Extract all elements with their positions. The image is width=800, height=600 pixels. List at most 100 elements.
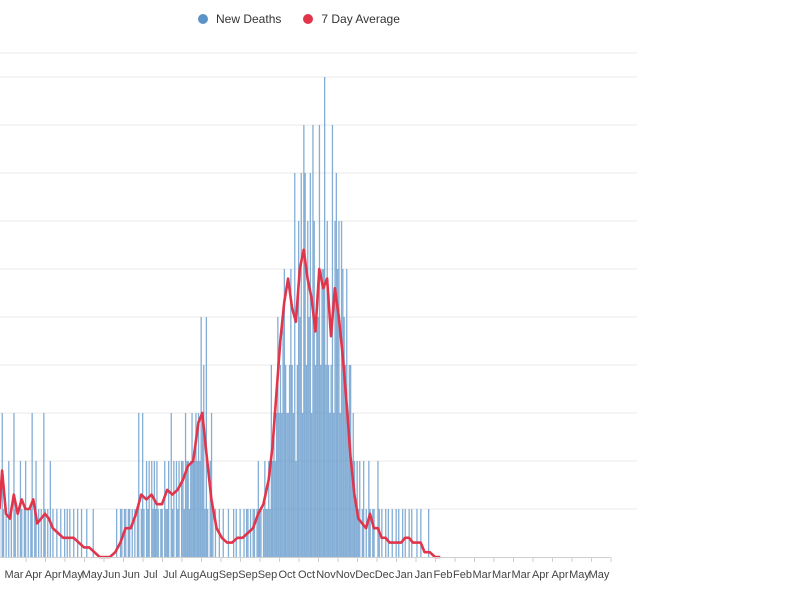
new-deaths-bar[interactable] <box>195 413 197 557</box>
new-deaths-bar[interactable] <box>402 509 404 557</box>
new-deaths-bar[interactable] <box>214 509 217 557</box>
new-deaths-bar[interactable] <box>165 509 167 557</box>
new-deaths-bar[interactable] <box>31 413 33 557</box>
new-deaths-bar[interactable] <box>188 509 191 557</box>
new-deaths-bar[interactable] <box>160 509 162 557</box>
new-deaths-bar[interactable] <box>27 509 29 557</box>
new-deaths-bar[interactable] <box>286 413 288 557</box>
new-deaths-bar[interactable] <box>199 461 201 557</box>
new-deaths-bar[interactable] <box>14 509 16 557</box>
new-deaths-bar[interactable] <box>155 509 157 557</box>
new-deaths-bar[interactable] <box>40 509 42 557</box>
new-deaths-bar[interactable] <box>201 413 204 557</box>
new-deaths-bar[interactable] <box>52 509 54 557</box>
new-deaths-bar[interactable] <box>19 461 22 557</box>
new-deaths-bar[interactable] <box>334 221 336 557</box>
new-deaths-bar[interactable] <box>194 461 196 557</box>
new-deaths-bar[interactable] <box>60 509 62 557</box>
new-deaths-bar[interactable] <box>348 365 350 557</box>
new-deaths-bar[interactable] <box>222 509 224 557</box>
new-deaths-bar[interactable] <box>321 269 323 557</box>
new-deaths-bar[interactable] <box>184 413 187 557</box>
new-deaths-bar[interactable] <box>10 509 12 557</box>
new-deaths-bar[interactable] <box>285 365 287 557</box>
new-deaths-bar[interactable] <box>299 317 301 557</box>
new-deaths-bar[interactable] <box>377 461 379 557</box>
new-deaths-bar[interactable] <box>282 317 284 557</box>
new-deaths-bar[interactable] <box>347 413 349 557</box>
new-deaths-bar[interactable] <box>320 365 322 557</box>
new-deaths-bar[interactable] <box>269 509 271 557</box>
new-deaths-bar[interactable] <box>290 269 292 557</box>
new-deaths-bar[interactable] <box>127 509 129 557</box>
new-deaths-bar[interactable] <box>203 365 205 557</box>
new-deaths-bar[interactable] <box>21 509 23 557</box>
new-deaths-bar[interactable] <box>316 317 318 557</box>
new-deaths-bar[interactable] <box>312 125 314 557</box>
new-deaths-bar[interactable] <box>116 509 118 557</box>
new-deaths-bar[interactable] <box>309 173 311 557</box>
new-deaths-bar[interactable] <box>273 413 275 557</box>
new-deaths-bar[interactable] <box>148 461 150 557</box>
new-deaths-bar[interactable] <box>152 509 154 557</box>
new-deaths-bar[interactable] <box>385 509 387 557</box>
new-deaths-bar[interactable] <box>119 509 122 557</box>
new-deaths-bar[interactable] <box>268 461 270 557</box>
new-deaths-bar[interactable] <box>404 509 406 557</box>
new-deaths-bar[interactable] <box>361 509 363 557</box>
new-deaths-bar[interactable] <box>23 509 25 557</box>
new-deaths-bar[interactable] <box>300 173 302 557</box>
new-deaths-bar[interactable] <box>205 317 207 557</box>
new-deaths-bar[interactable] <box>178 461 180 557</box>
new-deaths-bar[interactable] <box>317 317 319 557</box>
new-deaths-bar[interactable] <box>339 413 341 557</box>
new-deaths-bar[interactable] <box>157 509 159 557</box>
new-deaths-bar[interactable] <box>187 461 189 557</box>
new-deaths-bar[interactable] <box>296 365 298 557</box>
new-deaths-bar[interactable] <box>283 269 285 557</box>
new-deaths-bar[interactable] <box>301 413 304 557</box>
new-deaths-bar[interactable] <box>259 509 261 557</box>
new-deaths-bar[interactable] <box>209 461 211 557</box>
new-deaths-bar[interactable] <box>391 509 393 557</box>
new-deaths-bar[interactable] <box>161 509 163 557</box>
new-deaths-bar[interactable] <box>73 509 75 557</box>
new-deaths-bar[interactable] <box>344 365 347 557</box>
new-deaths-bar[interactable] <box>171 509 174 557</box>
new-deaths-bar[interactable] <box>343 317 345 557</box>
new-deaths-bar[interactable] <box>170 413 172 557</box>
new-deaths-bar[interactable] <box>420 509 422 557</box>
new-deaths-bar[interactable] <box>125 509 127 557</box>
new-deaths-bar[interactable] <box>30 509 32 557</box>
new-deaths-bar[interactable] <box>182 461 184 557</box>
new-deaths-bar[interactable] <box>395 509 397 557</box>
new-deaths-bar[interactable] <box>121 509 123 557</box>
new-deaths-bar[interactable] <box>140 509 142 557</box>
new-deaths-bar[interactable] <box>287 413 289 557</box>
new-deaths-bar[interactable] <box>5 509 7 557</box>
new-deaths-bar[interactable] <box>249 509 252 557</box>
new-deaths-bar[interactable] <box>326 221 328 557</box>
new-deaths-bar[interactable] <box>327 365 330 557</box>
new-deaths-bar[interactable] <box>134 509 136 557</box>
new-deaths-bar[interactable] <box>168 461 170 557</box>
new-deaths-bar[interactable] <box>428 509 430 557</box>
new-deaths-bar[interactable] <box>351 461 353 557</box>
new-deaths-bar[interactable] <box>166 509 168 557</box>
new-deaths-bar[interactable] <box>13 413 15 557</box>
new-deaths-bar[interactable] <box>262 509 265 557</box>
new-deaths-bar[interactable] <box>145 461 148 557</box>
new-deaths-bar[interactable] <box>338 221 340 557</box>
new-deaths-bar[interactable] <box>147 509 149 557</box>
new-deaths-bar[interactable] <box>275 413 278 557</box>
new-deaths-bar[interactable] <box>305 365 308 557</box>
new-deaths-bar[interactable] <box>303 125 305 557</box>
new-deaths-bar[interactable] <box>2 509 5 557</box>
new-deaths-bar[interactable] <box>266 509 269 557</box>
new-deaths-bar[interactable] <box>314 365 317 557</box>
new-deaths-bar[interactable] <box>186 461 188 557</box>
new-deaths-bar[interactable] <box>304 173 306 557</box>
new-deaths-bar[interactable] <box>387 509 389 557</box>
new-deaths-bar[interactable] <box>200 317 202 557</box>
new-deaths-bar[interactable] <box>368 461 370 557</box>
